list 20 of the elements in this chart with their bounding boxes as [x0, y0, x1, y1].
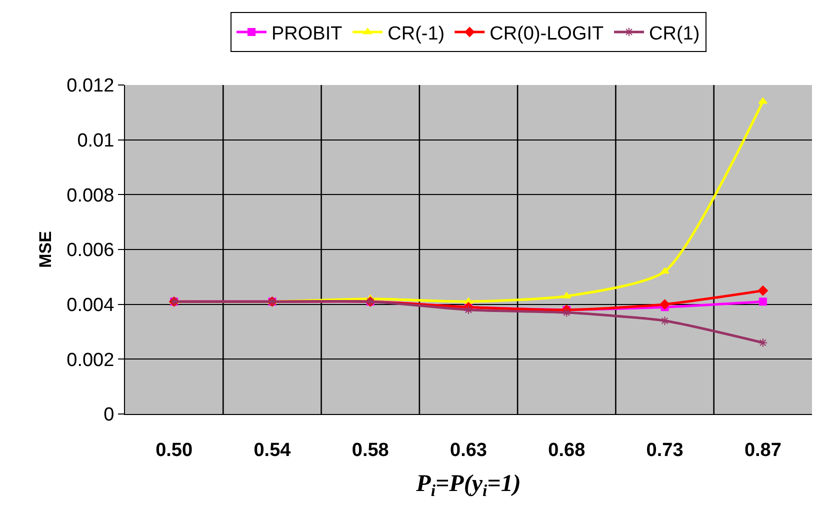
legend-label: CR(-1) [388, 23, 445, 44]
y-tick-label: 0.012 [66, 76, 114, 97]
y-tick-label: 0.006 [66, 240, 114, 262]
y-tick-label: 0.004 [66, 294, 115, 316]
y-tick-label: 0 [104, 404, 114, 426]
x-tick-label: 0.68 [548, 440, 586, 461]
y-tick-label: 0.008 [66, 185, 114, 206]
x-tick-label: 0.54 [254, 440, 292, 461]
legend-label: PROBIT [272, 23, 343, 44]
x-axis-title: P$_{i}$=P(y$_{i}$=1) [415, 471, 521, 500]
y-tick-label: 0.002 [66, 350, 114, 371]
x-tick-label: 0.63 [450, 440, 487, 461]
x-tick-label: 0.58 [352, 440, 389, 461]
y-tick-label: 0.01 [77, 130, 114, 152]
legend-label: CR(1) [649, 23, 700, 44]
y-axis-title: MSE [36, 231, 56, 268]
x-tick-label: 0.73 [646, 440, 684, 461]
x-tick-label: 0.50 [156, 440, 193, 461]
x-tick-label: 0.87 [744, 440, 782, 461]
legend-label: CR(0)-LOGIT [490, 23, 604, 44]
